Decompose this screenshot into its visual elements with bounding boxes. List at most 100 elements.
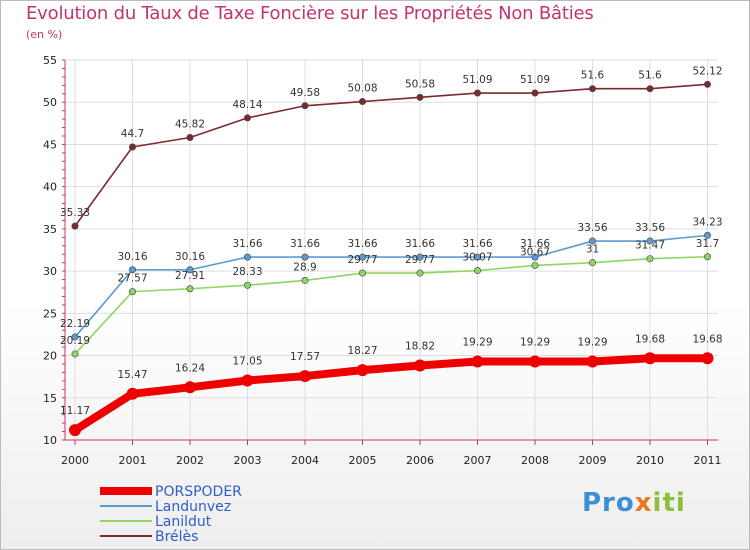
data-point — [129, 143, 137, 151]
y-tick-label: 55 — [43, 54, 57, 67]
data-label: 19.68 — [635, 333, 665, 345]
data-point — [473, 253, 481, 261]
data-label: 20.19 — [60, 335, 90, 347]
data-point — [186, 285, 194, 293]
y-tick-label: 30 — [43, 265, 57, 278]
data-point — [416, 253, 424, 261]
data-point — [473, 89, 481, 97]
data-label: 19.29 — [462, 337, 492, 349]
legend-swatch — [100, 505, 152, 507]
data-point — [588, 85, 596, 93]
data-label: 18.27 — [347, 345, 377, 357]
data-label: 50.58 — [405, 78, 435, 90]
data-label: 34.23 — [692, 216, 722, 228]
y-axis-unit-label: (en %) — [26, 28, 63, 41]
data-label: 31.7 — [696, 238, 719, 250]
data-label: 31.47 — [635, 240, 665, 252]
data-point — [703, 231, 711, 239]
data-point — [646, 85, 654, 93]
x-tick-label: 2004 — [291, 454, 319, 467]
data-point — [471, 355, 484, 368]
data-label: 31.66 — [232, 238, 262, 250]
data-label: 31.66 — [347, 238, 377, 250]
data-label: 17.57 — [290, 351, 320, 363]
data-point — [644, 352, 656, 365]
data-label: 50.08 — [347, 83, 377, 95]
data-label: 30.67 — [520, 246, 550, 258]
legend-swatch — [100, 520, 152, 522]
data-label: 30.16 — [117, 251, 147, 263]
data-point — [416, 93, 424, 101]
legend-swatch — [100, 535, 152, 537]
x-tick-label: 2002 — [176, 454, 204, 467]
y-tick-label: 35 — [43, 223, 57, 236]
data-label: 18.82 — [405, 341, 435, 353]
y-tick-label: 45 — [43, 138, 57, 151]
legend-label: Brélès — [155, 529, 199, 545]
data-point — [703, 253, 711, 261]
data-label: 35.33 — [60, 207, 90, 219]
data-point — [703, 80, 711, 88]
data-point — [531, 253, 539, 261]
data-point — [529, 355, 541, 368]
y-tick-label: 25 — [43, 307, 57, 320]
data-label: 29.77 — [405, 254, 435, 266]
data-label: 17.05 — [232, 355, 262, 367]
data-label: 29.77 — [347, 254, 377, 266]
data-point — [241, 374, 254, 387]
line-chart: 10 15 20 25 30 35 40 45 50 55 2000 2001 2002 2003 2004… — [43, 54, 723, 467]
logo-part-1: Pro — [582, 488, 635, 518]
data-label: 31.66 — [405, 238, 435, 250]
data-point — [244, 281, 252, 289]
data-point — [244, 114, 252, 122]
data-label: 31.66 — [462, 238, 492, 250]
data-point — [129, 266, 137, 274]
data-label: 30.16 — [175, 251, 205, 263]
data-label: 30.07 — [462, 252, 492, 264]
x-tick-label: 2006 — [406, 454, 434, 467]
data-point — [531, 261, 539, 269]
data-point — [646, 237, 654, 245]
data-point — [186, 266, 194, 274]
data-label: 28.33 — [232, 266, 262, 278]
data-label: 31.66 — [520, 238, 550, 250]
data-label: 11.17 — [60, 405, 90, 417]
data-point — [71, 222, 79, 230]
legend-label: Lanildut — [155, 514, 212, 530]
data-label: 19.29 — [577, 337, 607, 349]
y-tick-label: 20 — [43, 350, 57, 363]
data-point — [531, 89, 539, 97]
series-line-3 — [74, 83, 709, 227]
x-tick-label: 2007 — [464, 454, 492, 467]
data-point — [299, 370, 311, 383]
series-line-0 — [71, 354, 712, 435]
x-tick-label: 2011 — [694, 454, 722, 467]
data-point — [588, 259, 596, 267]
logo-part-2: x — [634, 488, 653, 518]
x-tick-label: 2008 — [521, 454, 549, 467]
data-label: 27.57 — [117, 273, 147, 285]
data-point — [71, 333, 79, 341]
y-tick-label: 50 — [43, 96, 57, 109]
data-point — [126, 387, 139, 400]
data-point — [69, 424, 81, 437]
data-point — [244, 253, 252, 261]
data-label: 31.66 — [290, 238, 320, 250]
logo-part-3: iti — [652, 488, 686, 518]
x-tick-label: 2009 — [579, 454, 607, 467]
data-point — [358, 253, 366, 261]
x-tick-label: 2010 — [636, 454, 664, 467]
data-point — [358, 98, 366, 106]
data-point — [356, 364, 369, 377]
series-line-2 — [74, 255, 709, 355]
y-tick-label: 40 — [43, 181, 57, 194]
data-label: 22.19 — [60, 318, 90, 330]
y-tick-label: 10 — [43, 434, 57, 447]
proxiti-logo: Proxiti — [582, 488, 686, 518]
data-label: 51.6 — [581, 70, 605, 82]
legend-swatch — [100, 487, 152, 495]
data-point — [646, 255, 654, 263]
x-tick-label: 2005 — [349, 454, 377, 467]
chart-title: Evolution du Taux de Taxe Foncière sur l… — [26, 3, 594, 24]
x-tick-label: 2003 — [234, 454, 262, 467]
